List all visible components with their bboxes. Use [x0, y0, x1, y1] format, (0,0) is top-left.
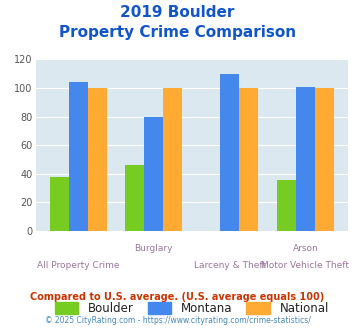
Text: Arson: Arson	[293, 244, 318, 253]
Bar	[315, 88, 334, 231]
Text: Motor Vehicle Theft: Motor Vehicle Theft	[261, 261, 349, 270]
Bar	[69, 82, 88, 231]
Bar	[277, 180, 296, 231]
Text: All Property Crime: All Property Crime	[37, 261, 119, 270]
Text: © 2025 CityRating.com - https://www.cityrating.com/crime-statistics/: © 2025 CityRating.com - https://www.city…	[45, 316, 310, 325]
Bar	[125, 165, 144, 231]
Legend: Boulder, Montana, National: Boulder, Montana, National	[55, 302, 329, 315]
Bar	[163, 88, 182, 231]
Bar	[220, 74, 239, 231]
Bar	[296, 86, 315, 231]
Text: Compared to U.S. average. (U.S. average equals 100): Compared to U.S. average. (U.S. average …	[31, 292, 324, 302]
Bar	[88, 88, 106, 231]
Text: 2019 Boulder: 2019 Boulder	[120, 5, 235, 20]
Text: Burglary: Burglary	[135, 244, 173, 253]
Bar	[50, 177, 69, 231]
Text: Larceny & Theft: Larceny & Theft	[193, 261, 266, 270]
Text: Property Crime Comparison: Property Crime Comparison	[59, 25, 296, 40]
Bar	[239, 88, 258, 231]
Bar	[144, 116, 163, 231]
